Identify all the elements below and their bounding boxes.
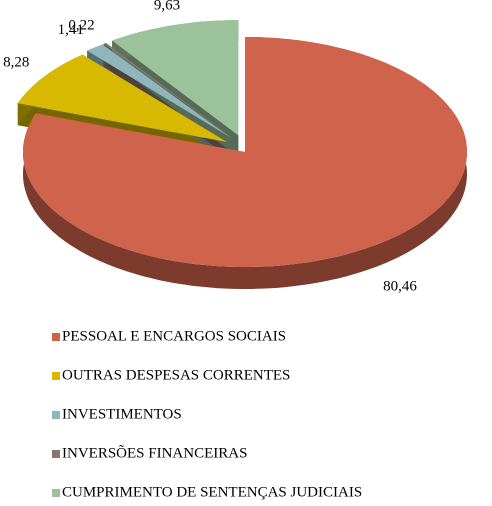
- legend-label: CUMPRIMENTO DE SENTENÇAS JUDICIAIS: [62, 484, 362, 500]
- legend-swatch: [52, 372, 60, 380]
- slice: [112, 20, 239, 136]
- legend-label: INVESTIMENTOS: [62, 406, 182, 422]
- legend-swatch: [52, 411, 60, 419]
- slice: [103, 43, 233, 138]
- legend-label: INVERSÕES FINANCEIRAS: [62, 444, 247, 461]
- data-label: 80,46: [383, 279, 417, 295]
- legend-swatch: [52, 450, 60, 458]
- slice: [23, 37, 467, 267]
- data-label: 1,41: [58, 22, 84, 38]
- slice: [17, 54, 227, 142]
- data-label: 9,63: [154, 0, 180, 14]
- slice: [87, 44, 232, 139]
- data-label: 0,22: [68, 18, 94, 34]
- legend-label: OUTRAS DESPESAS CORRENTES: [62, 367, 290, 383]
- legend-swatch: [52, 489, 60, 497]
- legend-label: PESSOAL E ENCARGOS SOCIAIS: [62, 328, 286, 344]
- legend-swatch: [52, 333, 60, 341]
- data-label: 8,28: [3, 54, 29, 70]
